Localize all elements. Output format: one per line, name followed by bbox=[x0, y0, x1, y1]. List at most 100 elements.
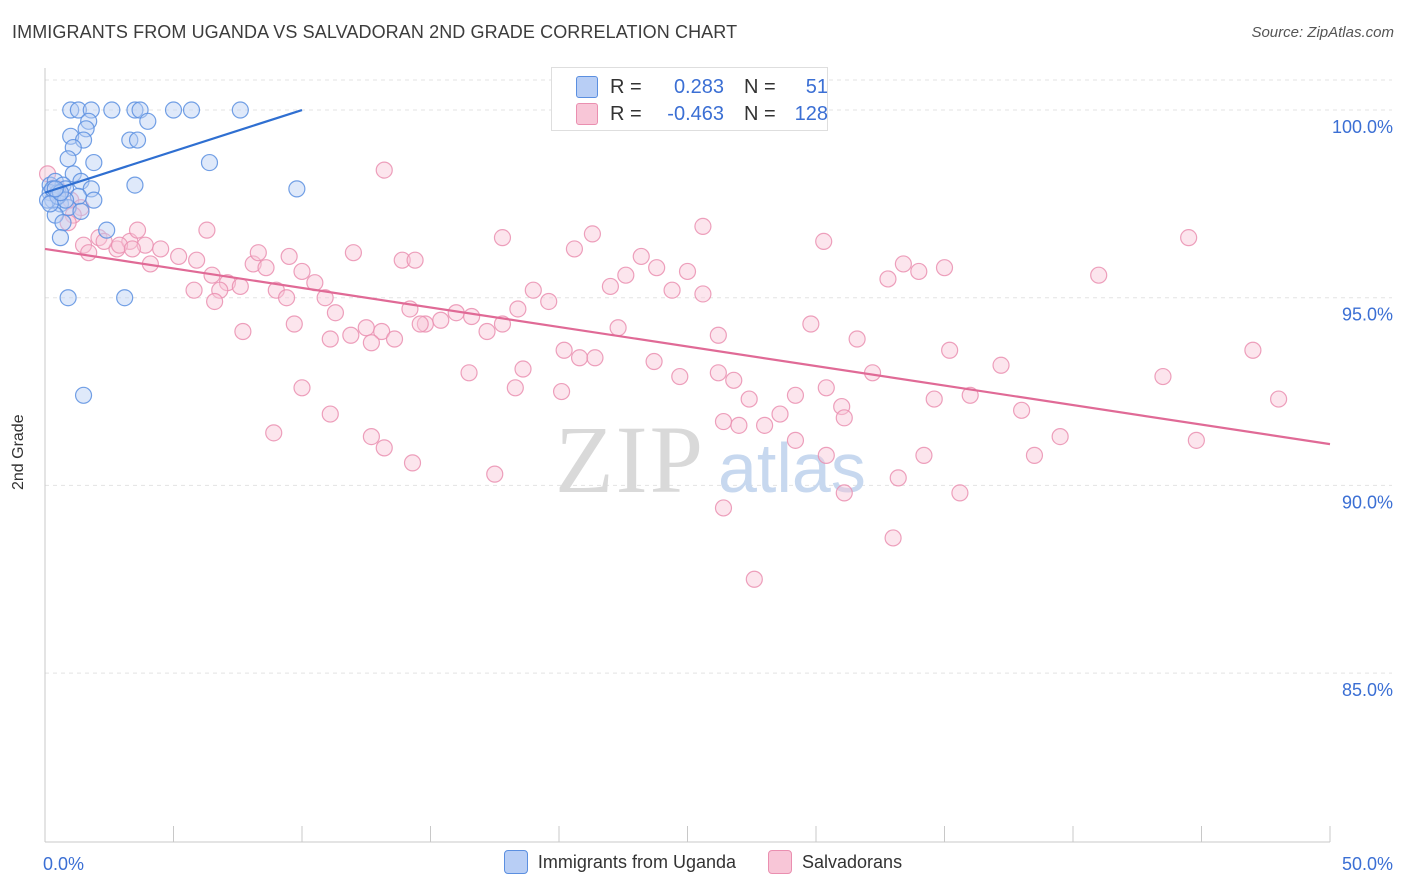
watermark-zip: ZIP bbox=[555, 406, 705, 513]
point-salvadorans bbox=[478, 322, 496, 341]
point-salvadorans bbox=[540, 292, 558, 311]
swatch-uganda bbox=[576, 76, 598, 98]
point-salvadorans bbox=[745, 570, 763, 588]
point-salvadorans bbox=[403, 454, 422, 472]
point-salvadorans bbox=[565, 240, 584, 258]
point-uganda bbox=[85, 191, 103, 209]
point-salvadorans bbox=[293, 379, 311, 397]
legend-swatch-salvadorans bbox=[768, 850, 792, 874]
trend-line-uganda bbox=[44, 108, 303, 194]
legend-label-uganda: Immigrants from Uganda bbox=[537, 851, 736, 872]
point-salvadorans bbox=[771, 405, 789, 423]
point-uganda bbox=[62, 127, 80, 145]
point-salvadorans bbox=[362, 428, 380, 446]
point-uganda bbox=[51, 229, 70, 247]
legend-item-salvadorans[interactable]: Salvadorans bbox=[768, 850, 902, 874]
point-salvadorans bbox=[889, 469, 907, 487]
y-axis-label: 2nd Grade bbox=[10, 414, 27, 490]
point-salvadorans bbox=[1244, 341, 1262, 359]
stats-legend: R = 0.283 N = 51 R = -0.463 N = 128 bbox=[551, 67, 828, 131]
point-salvadorans bbox=[185, 281, 203, 299]
point-uganda bbox=[72, 202, 90, 220]
point-salvadorans bbox=[188, 251, 206, 269]
point-salvadorans bbox=[463, 307, 481, 326]
point-uganda bbox=[126, 176, 144, 194]
point-salvadorans bbox=[915, 446, 933, 464]
point-salvadorans bbox=[645, 352, 663, 371]
point-salvadorans bbox=[211, 281, 229, 299]
point-salvadorans bbox=[709, 364, 727, 382]
point-salvadorans bbox=[714, 499, 733, 517]
point-salvadorans bbox=[817, 446, 835, 464]
r-label: R = bbox=[610, 102, 642, 125]
point-salvadorans bbox=[910, 262, 928, 281]
series-uganda bbox=[38, 101, 306, 404]
source-label: Source: ZipAtlas.com bbox=[1251, 24, 1394, 41]
legend-label-salvadorans: Salvadorans bbox=[802, 851, 903, 872]
point-uganda bbox=[82, 180, 100, 198]
point-salvadorans bbox=[362, 334, 380, 352]
point-uganda bbox=[288, 180, 306, 198]
legend-item-uganda[interactable]: Immigrants from Uganda bbox=[503, 850, 736, 874]
n-label: N = bbox=[744, 102, 776, 125]
n-value: 51 bbox=[805, 75, 828, 98]
point-uganda bbox=[77, 120, 95, 138]
point-salvadorans bbox=[293, 262, 311, 281]
point-uganda bbox=[128, 131, 147, 149]
trend-line-salvadorans bbox=[44, 247, 1331, 446]
point-uganda bbox=[182, 101, 201, 119]
point-salvadorans bbox=[375, 161, 393, 179]
point-salvadorans bbox=[342, 326, 360, 344]
legend-swatch-uganda bbox=[503, 850, 528, 874]
point-salvadorans bbox=[170, 247, 188, 266]
point-uganda bbox=[59, 289, 77, 307]
point-salvadorans bbox=[992, 356, 1010, 374]
point-salvadorans bbox=[524, 281, 542, 299]
point-salvadorans bbox=[244, 255, 262, 273]
point-salvadorans bbox=[601, 277, 620, 296]
r-label: R = bbox=[610, 75, 642, 98]
point-salvadorans bbox=[678, 262, 697, 281]
point-salvadorans bbox=[694, 285, 712, 303]
point-salvadorans bbox=[1090, 266, 1108, 284]
point-salvadorans bbox=[786, 431, 805, 449]
point-salvadorans bbox=[257, 259, 275, 277]
point-salvadorans bbox=[884, 529, 902, 547]
y-tick-label: 90.0% bbox=[1342, 492, 1393, 512]
point-uganda bbox=[85, 153, 103, 172]
watermark-atlas: atlas bbox=[718, 429, 866, 507]
point-salvadorans bbox=[375, 439, 393, 457]
point-salvadorans bbox=[1051, 428, 1069, 446]
point-uganda bbox=[82, 101, 100, 119]
point-uganda bbox=[231, 101, 249, 119]
trend-lines bbox=[44, 108, 1331, 446]
point-salvadorans bbox=[280, 247, 298, 266]
point-salvadorans bbox=[583, 225, 602, 243]
swatch-salvadorans bbox=[576, 103, 598, 125]
point-salvadorans bbox=[815, 232, 833, 251]
point-salvadorans bbox=[951, 484, 969, 502]
point-uganda bbox=[59, 150, 77, 168]
point-salvadorans bbox=[460, 364, 478, 382]
point-salvadorans bbox=[1180, 229, 1198, 247]
point-salvadorans bbox=[277, 289, 296, 307]
point-salvadorans bbox=[509, 300, 527, 318]
point-salvadorans bbox=[265, 424, 283, 442]
point-salvadorans bbox=[110, 236, 129, 254]
point-salvadorans bbox=[344, 244, 362, 262]
point-uganda bbox=[139, 112, 157, 130]
point-salvadorans bbox=[730, 416, 748, 434]
point-salvadorans bbox=[326, 304, 345, 322]
point-salvadorans bbox=[493, 229, 512, 247]
point-uganda bbox=[74, 386, 93, 404]
point-salvadorans bbox=[411, 315, 429, 333]
series-legend: Immigrants from Uganda Salvadorans bbox=[0, 850, 1406, 874]
r-value: 0.283 bbox=[673, 75, 724, 98]
point-salvadorans bbox=[925, 390, 943, 408]
point-uganda bbox=[200, 153, 219, 172]
n-label: N = bbox=[744, 75, 776, 98]
point-salvadorans bbox=[740, 390, 758, 408]
stats-row-uganda: R = 0.283 N = 51 bbox=[576, 74, 828, 100]
point-uganda bbox=[41, 195, 59, 213]
